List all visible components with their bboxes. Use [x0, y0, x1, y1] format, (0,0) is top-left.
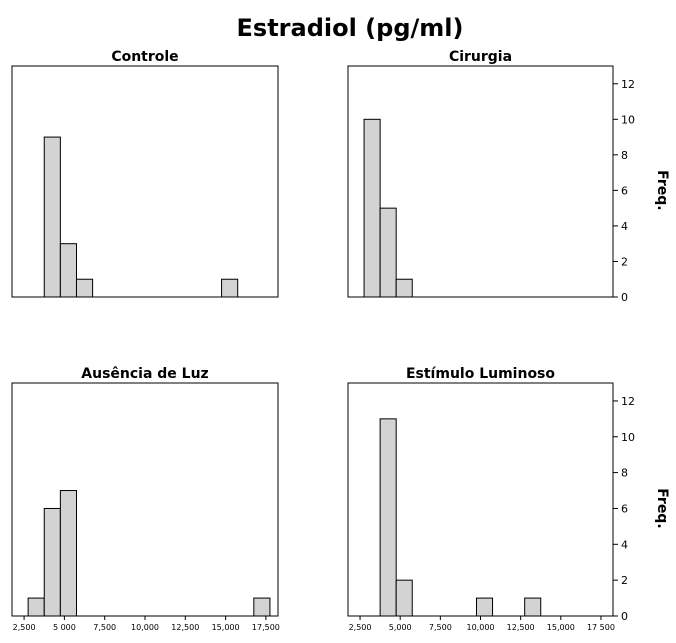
bar-controle-2	[75, 278, 94, 298]
y-tick-label-estimulo-luminoso-10: 10	[621, 431, 635, 444]
y-tick-label-estimulo-luminoso-2: 2	[621, 574, 628, 587]
y-axis-label-cirurgia: Freq.	[654, 170, 670, 210]
x-tick-label-ausencia-de-luz-15000: 15,000	[212, 623, 240, 632]
panel-cirurgia: Cirurgia 0 2 4 6 8 10 12 Freq.	[347, 49, 670, 304]
y-tick-label-estimulo-luminoso-4: 4	[621, 538, 628, 551]
x-tick-label-estimulo-luminoso-10000: 10,000	[467, 623, 495, 632]
y-tick-label-cirurgia-12: 12	[621, 78, 635, 91]
bar-estimulo-luminoso-2	[475, 597, 494, 617]
bar-ausencia-de-luz-3	[253, 597, 271, 617]
bar-estimulo-luminoso-0	[379, 418, 397, 617]
panel-title-estimulo-luminoso: Estímulo Luminoso	[406, 366, 555, 382]
bar-ausencia-de-luz-1	[43, 507, 61, 617]
bar-ausencia-de-luz-0	[27, 597, 45, 617]
x-tick-label-ausencia-de-luz-5000: 5 000	[53, 623, 76, 632]
x-tick-label-estimulo-luminoso-15000: 15,000	[547, 623, 575, 632]
panel-ausencia-de-luz: Ausência de Luz 2,500 5 000 7,500 10,000 12,5…	[11, 366, 280, 632]
y-tick-label-estimulo-luminoso-12: 12	[621, 395, 635, 408]
plot-frame-cirurgia	[347, 65, 614, 298]
bar-ausencia-de-luz-2	[59, 490, 77, 617]
panels-group: Controle Cirurgia 0 2 4 6 8 10 12 Freq. Ausência d…	[11, 49, 670, 632]
y-tick-label-cirurgia-8: 8	[621, 149, 628, 162]
bar-controle-1	[59, 243, 77, 298]
panel-title-controle: Controle	[111, 49, 178, 65]
y-tick-label-estimulo-luminoso-0: 0	[621, 610, 628, 623]
y-axis-label-estimulo-luminoso: Freq.	[654, 488, 670, 528]
figure-title: Estradiol (pg/ml)	[237, 14, 464, 42]
panel-estimulo-luminoso: Estímulo Luminoso 0 2 4 6 8 10 12 Freq. 2,500 5,00…	[347, 366, 670, 632]
y-tick-label-estimulo-luminoso-6: 6	[621, 502, 628, 515]
x-tick-label-estimulo-luminoso-7500: 7,500	[429, 623, 452, 632]
y-tick-label-cirurgia-6: 6	[621, 184, 628, 197]
x-tick-label-ausencia-de-luz-2500: 2,500	[13, 623, 36, 632]
x-tick-label-ausencia-de-luz-17500: 17,500	[252, 623, 280, 632]
panel-title-cirurgia: Cirurgia	[449, 49, 512, 65]
bar-cirurgia-0	[363, 118, 381, 298]
panel-title-ausencia-de-luz: Ausência de Luz	[81, 366, 208, 382]
y-tick-label-cirurgia-10: 10	[621, 113, 635, 126]
y-tick-label-cirurgia-0: 0	[621, 291, 628, 304]
bar-cirurgia-1	[379, 207, 397, 298]
x-tick-label-ausencia-de-luz-10000: 10,000	[131, 623, 159, 632]
x-tick-label-ausencia-de-luz-12500: 12,500	[171, 623, 199, 632]
bar-estimulo-luminoso-1	[395, 579, 413, 617]
x-tick-label-estimulo-luminoso-17500: 17 500	[587, 623, 615, 632]
y-tick-label-estimulo-luminoso-8: 8	[621, 467, 628, 480]
x-tick-label-estimulo-luminoso-5000: 5,000	[389, 623, 412, 632]
y-tick-label-cirurgia-4: 4	[621, 220, 628, 233]
x-tick-label-ausencia-de-luz-7500: 7,500	[93, 623, 116, 632]
plot-frame-controle	[11, 65, 279, 298]
x-tick-label-estimulo-luminoso-12500: 12,500	[507, 623, 535, 632]
x-tick-label-estimulo-luminoso-2500: 2,500	[349, 623, 372, 632]
y-tick-label-cirurgia-2: 2	[621, 255, 628, 268]
bar-cirurgia-2	[395, 278, 413, 298]
panel-controle: Controle	[11, 49, 279, 298]
bar-estimulo-luminoso-3	[524, 597, 542, 617]
bar-controle-3	[221, 278, 239, 298]
bar-controle-0	[43, 136, 61, 298]
